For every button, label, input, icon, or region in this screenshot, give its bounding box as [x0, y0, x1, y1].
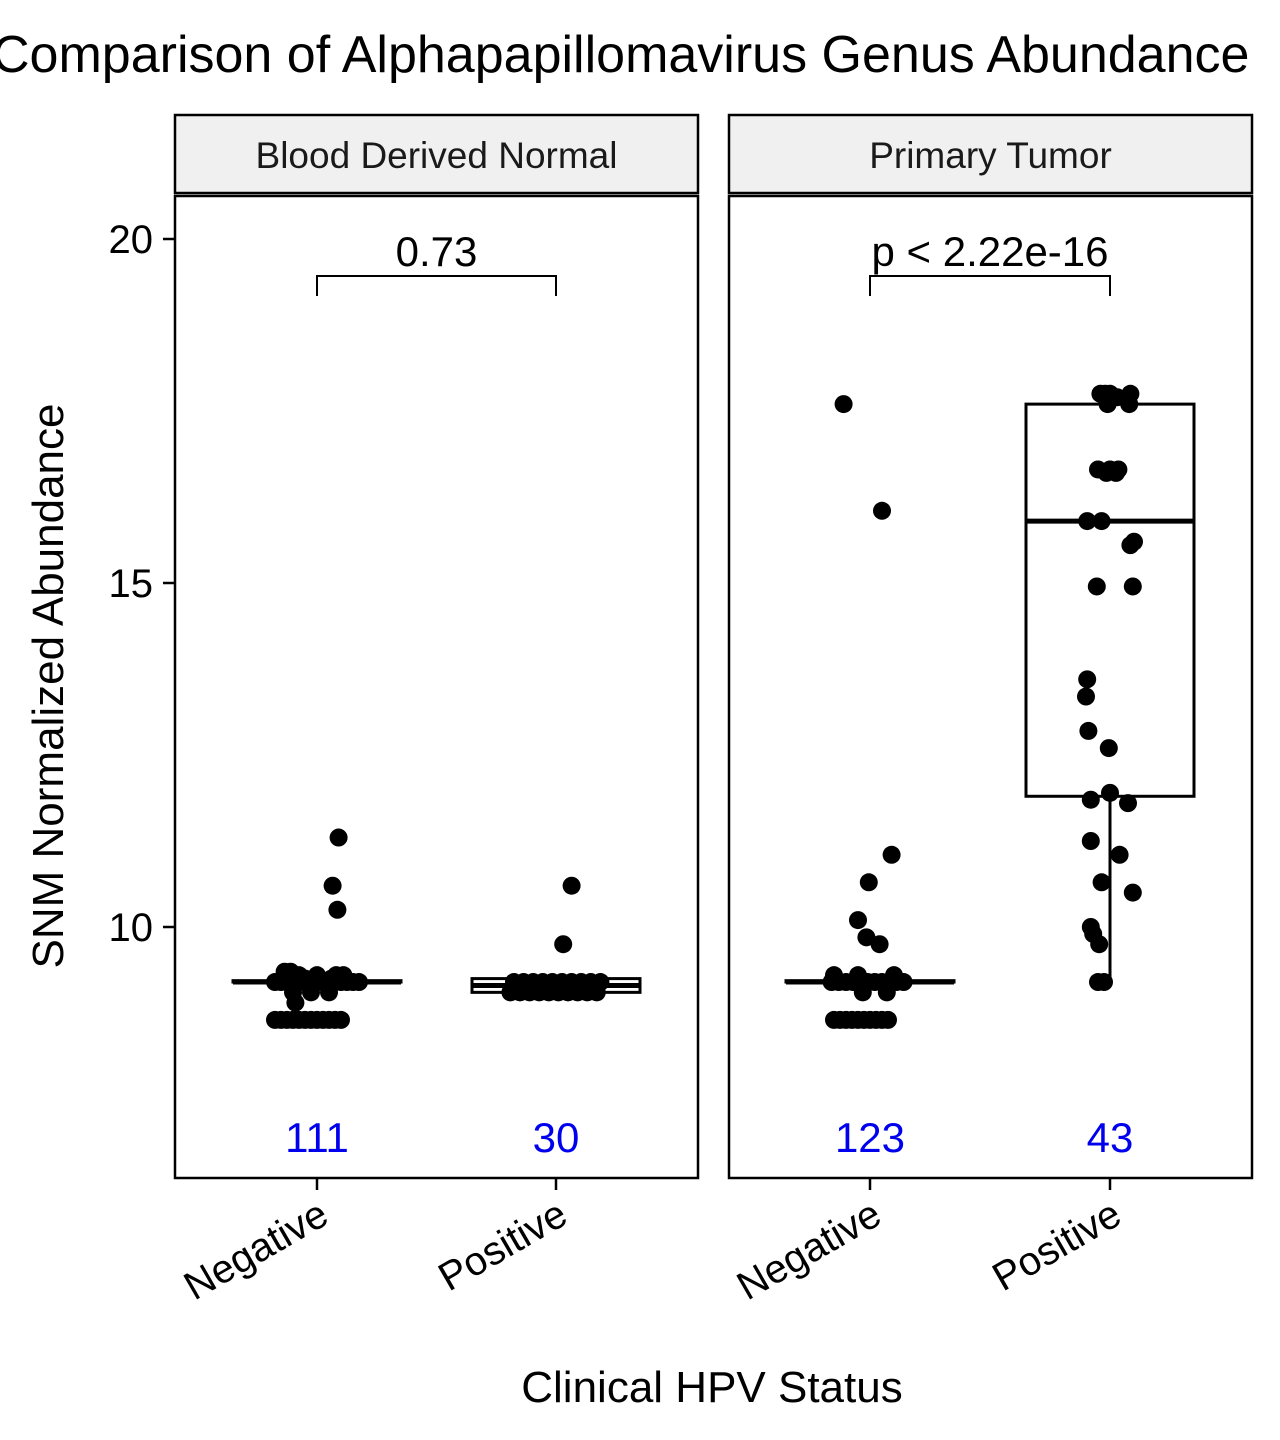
- data-point: [350, 973, 368, 992]
- data-point: [825, 966, 843, 985]
- data-point: [834, 395, 853, 414]
- data-point: [1101, 783, 1119, 802]
- x-axis-title: Clinical HPV Status: [521, 1363, 902, 1412]
- data-point: [1119, 794, 1137, 813]
- group-negative: 123 Negative: [730, 395, 956, 1309]
- data-point: [320, 983, 338, 1002]
- significance-bracket: [316, 275, 557, 296]
- data-point: [1110, 845, 1129, 864]
- data-point: [859, 873, 878, 892]
- data-point: [870, 935, 889, 954]
- group-negative: 111 Negative: [177, 828, 403, 1309]
- group-positive: 43 Positive: [985, 384, 1196, 1300]
- data-point: [882, 845, 901, 864]
- data-point: [1092, 873, 1111, 892]
- data-point: [877, 983, 896, 1002]
- data-point: [857, 928, 876, 947]
- data-point: [1079, 721, 1098, 740]
- panel-frame: [727, 194, 1254, 1180]
- panels-layer: Blood Derived Normal 0.73 111 Negative 30 Pos…: [173, 113, 1254, 1309]
- data-point: [1123, 883, 1142, 902]
- sample-count-label: 123: [835, 1114, 905, 1161]
- sample-count-label: 111: [285, 1114, 349, 1161]
- data-point: [1078, 670, 1097, 689]
- data-point: [1092, 512, 1111, 531]
- panel-strip-label: Blood Derived Normal: [256, 135, 618, 176]
- x-tick-label: Negative: [177, 1192, 336, 1309]
- data-point: [849, 966, 867, 985]
- x-tick-label: Positive: [985, 1192, 1128, 1300]
- panel-strip: [173, 113, 700, 195]
- panel-2: Primary Tumor p < 2.22e-16 123 Negative 43 Po…: [727, 113, 1254, 1309]
- panel-1: Blood Derived Normal 0.73 111 Negative 30 Pos…: [173, 113, 700, 1309]
- data-point: [286, 993, 305, 1012]
- panel-strip-label: Primary Tumor: [869, 135, 1112, 176]
- data-point: [1087, 577, 1106, 596]
- group-positive: 30 Positive: [431, 876, 642, 1300]
- data-point: [1081, 790, 1100, 809]
- data-point: [879, 1010, 897, 1029]
- data-point: [328, 900, 347, 919]
- data-point: [302, 983, 320, 1002]
- data-point: [322, 969, 341, 988]
- data-point: [1109, 460, 1128, 479]
- data-point: [1081, 832, 1100, 850]
- p-value-label: p < 2.22e-16: [871, 228, 1108, 275]
- data-point: [1123, 577, 1142, 596]
- data-point: [329, 828, 348, 847]
- data-point: [1121, 536, 1140, 555]
- data-point: [1090, 935, 1109, 954]
- data-point: [873, 501, 891, 520]
- chart-title: Comparison of Alphapapillomavirus Genus …: [0, 26, 1249, 84]
- y-axis: 10 15 20: [109, 218, 175, 950]
- data-point: [562, 876, 581, 895]
- panel-strip: [727, 113, 1254, 195]
- y-axis-title: SNM Normalized Abundance: [24, 404, 73, 969]
- data-point: [1089, 973, 1107, 992]
- data-point: [853, 983, 872, 1002]
- x-tick-label: Positive: [431, 1192, 574, 1300]
- data-point: [332, 1010, 350, 1029]
- y-tick-label: 20: [109, 218, 154, 262]
- y-tick-label: 10: [109, 906, 154, 950]
- y-tick-label: 15: [109, 562, 154, 606]
- sample-count-label: 43: [1087, 1114, 1134, 1161]
- data-point: [1078, 512, 1097, 531]
- data-point: [1099, 739, 1118, 758]
- panel-frame: [173, 194, 700, 1180]
- data-point: [1077, 687, 1095, 706]
- p-value-label: 0.73: [396, 228, 478, 275]
- data-point: [1098, 395, 1117, 414]
- data-point: [849, 911, 867, 930]
- data-point: [885, 966, 903, 985]
- data-point: [554, 935, 573, 954]
- data-point: [296, 969, 314, 988]
- data-point: [323, 876, 342, 895]
- data-point: [1120, 395, 1139, 414]
- data-point: [591, 973, 610, 992]
- significance-bracket: [869, 275, 1111, 296]
- x-tick-label: Negative: [730, 1192, 889, 1309]
- sample-count-label: 30: [533, 1114, 580, 1161]
